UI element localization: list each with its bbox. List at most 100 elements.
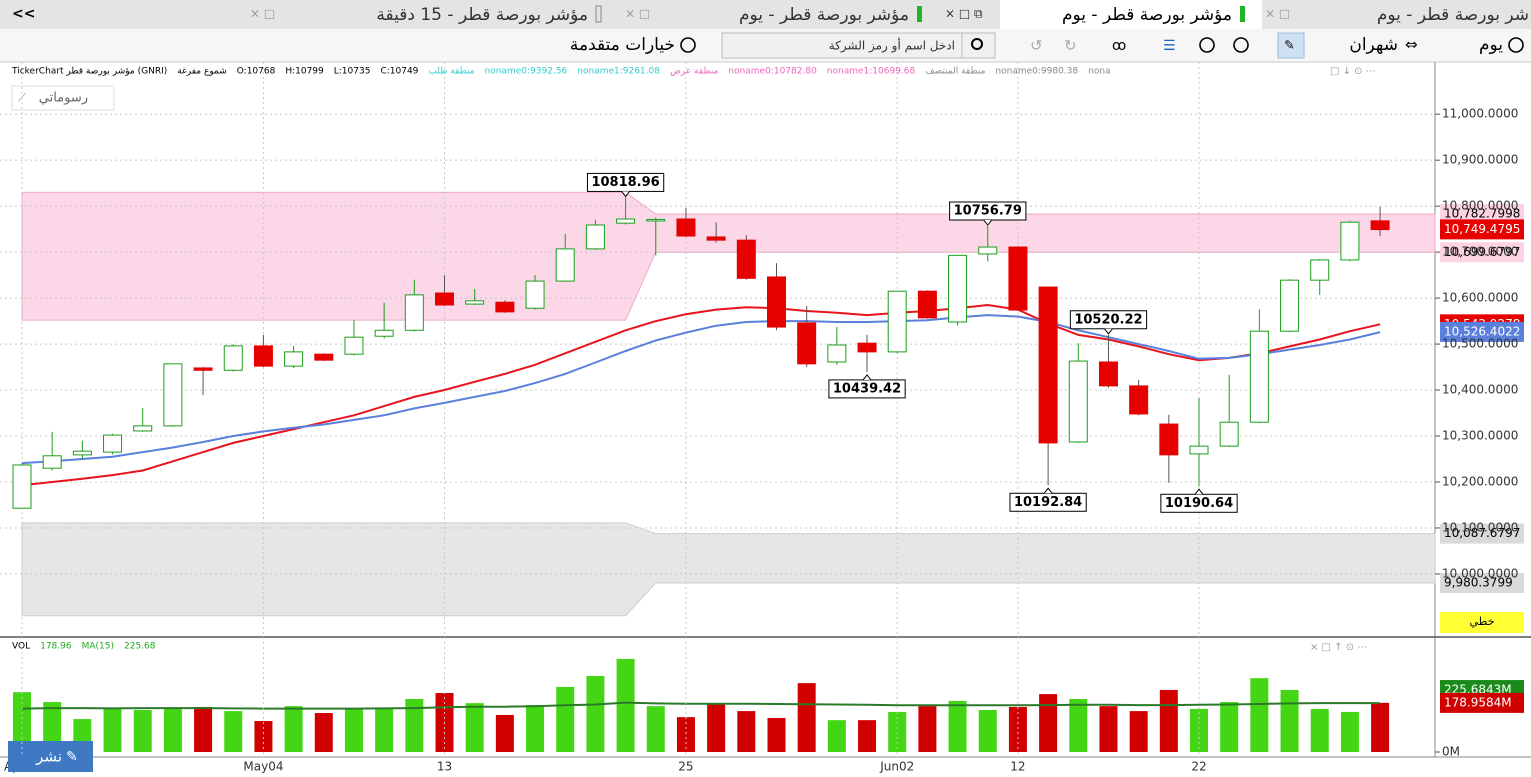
volume-bar: [344, 708, 363, 752]
search-icon: [971, 38, 983, 50]
drawings-label[interactable]: رسوماتي: [39, 91, 88, 106]
legend-item: شموع مفرغة: [177, 67, 227, 77]
volume-bar: [465, 703, 484, 752]
price-tag-label: 10,782.7998: [1444, 207, 1520, 221]
tab-close[interactable]: × □: [625, 7, 650, 21]
redo-icon[interactable]: ↻: [1064, 37, 1077, 55]
tab-collapse[interactable]: <<: [12, 6, 35, 22]
tab-marker: [595, 5, 602, 23]
annotation: 10520.22: [1069, 310, 1148, 335]
candle-body: [344, 336, 364, 355]
candle-body: [917, 290, 937, 319]
x-tick-label: 25: [678, 760, 693, 774]
search-button[interactable]: [961, 32, 996, 59]
candle-body: [495, 301, 515, 313]
price-tag: [1440, 321, 1524, 342]
pane-controls[interactable]: × □ ↑ ⊙ ⋯: [1310, 642, 1367, 653]
tab-controls: × □ × □ ⧉ × □ × □: [250, 7, 1290, 21]
price-tag: [1440, 219, 1524, 240]
scale-mode[interactable]: خطي: [1470, 615, 1495, 628]
indicator-icon[interactable]: [1233, 37, 1249, 53]
y-tick-label: 10,300.0000: [1442, 429, 1518, 443]
volume-bar: [133, 710, 152, 752]
volume-bar: [163, 708, 182, 752]
candle-body: [736, 239, 756, 279]
x-tick-label: May04: [243, 760, 283, 774]
range-button[interactable]: شهران: [1349, 35, 1398, 55]
candle-body: [1159, 423, 1179, 456]
volume-bar: [375, 708, 394, 752]
tab-close[interactable]: × □: [1265, 7, 1290, 21]
tab[interactable]: شر بورصة قطر - يوم: [1377, 5, 1529, 25]
volume-bar: [676, 717, 695, 752]
tab-marker: [917, 6, 922, 22]
x-tick-label: 12: [1010, 760, 1025, 774]
y-tick-label: 10,400.0000: [1442, 383, 1518, 397]
volume-bar: [1280, 689, 1299, 752]
candle-body: [253, 345, 273, 367]
price-tag: [1440, 692, 1524, 713]
y-tick-label: 10,100.0000: [1442, 520, 1518, 534]
moving-average: [21, 303, 1381, 487]
alert-icon[interactable]: [1199, 37, 1215, 53]
period-button[interactable]: يوم: [1479, 35, 1503, 55]
annotation-label: 10439.42: [833, 381, 901, 396]
advanced-options[interactable]: خيارات متقدمة: [570, 35, 675, 55]
volume-ma: [21, 701, 1381, 710]
search-placeholder[interactable]: ادخل اسم أو رمز الشركة: [829, 38, 955, 54]
volume-bar: [254, 720, 273, 752]
range-icon: ⇔: [1405, 36, 1418, 54]
tab[interactable]: مؤشر بورصة قطر - 15 دقيقة: [376, 5, 588, 25]
publish-label[interactable]: نشر: [35, 748, 62, 766]
price-tag-label: 10,699.6797: [1444, 245, 1520, 259]
tab[interactable]: مؤشر بورصة قطر - يوم: [1062, 5, 1232, 25]
volume-bar: [586, 675, 605, 752]
annotation-pointer: [1104, 328, 1113, 335]
annotation-label: 10192.84: [1014, 495, 1082, 510]
volume-bar: [918, 706, 937, 752]
draw-tool-button[interactable]: [1277, 32, 1305, 59]
candle-body: [465, 300, 485, 305]
y-tick-label: 0M: [1442, 745, 1460, 759]
tab-close[interactable]: × □ ⧉: [945, 7, 983, 21]
legend-item: noname1:10699.68: [827, 67, 916, 77]
pane-controls[interactable]: □ ↓ ⊙ ⋯: [1330, 66, 1376, 77]
candle-body: [1068, 360, 1088, 443]
price-tag-label: 178.9584M: [1444, 695, 1512, 709]
candle-body: [857, 342, 877, 353]
volume-bar: [1310, 708, 1329, 752]
legend-item: منطقة طلب: [428, 67, 474, 77]
legend-item: 225.68: [124, 642, 156, 652]
annotation: 10439.42: [828, 374, 906, 399]
drawings-box[interactable]: [11, 85, 115, 111]
clock-icon[interactable]: [1508, 37, 1524, 53]
candle-body: [1219, 421, 1239, 447]
candle-body: [1189, 445, 1209, 455]
annotation-pointer: [862, 374, 872, 381]
annotation-pointer: [1043, 487, 1053, 494]
volume-bar: [797, 683, 816, 752]
legend-item: noname0:9980.38: [995, 67, 1078, 77]
volume-bar: [707, 703, 726, 752]
levels-icon[interactable]: ☰: [1163, 38, 1176, 54]
volume-bar: [405, 699, 424, 752]
annotation: 10818.96: [586, 172, 665, 198]
volume-bar: [1008, 706, 1027, 752]
publish-button[interactable]: [8, 741, 93, 772]
candle-body: [646, 218, 666, 222]
tab-close[interactable]: × □: [250, 7, 275, 21]
price-tag: [1440, 242, 1524, 263]
active-tab-bg: [1000, 0, 1262, 29]
legend-item: noname1:9261.08: [577, 67, 660, 77]
volume-bar: [284, 706, 303, 752]
search-box[interactable]: [721, 32, 963, 59]
settings-icon[interactable]: [680, 37, 696, 53]
compare-icon[interactable]: ꝏ: [1112, 38, 1126, 54]
undo-icon[interactable]: ↺: [1030, 37, 1043, 55]
candle-body: [1370, 220, 1390, 231]
candle-body: [72, 450, 92, 456]
tab[interactable]: مؤشر بورصة قطر - يوم: [739, 5, 909, 25]
y-tick-label: 10,900.0000: [1442, 153, 1518, 167]
y-tick-label: 10,500.0000: [1442, 337, 1518, 351]
